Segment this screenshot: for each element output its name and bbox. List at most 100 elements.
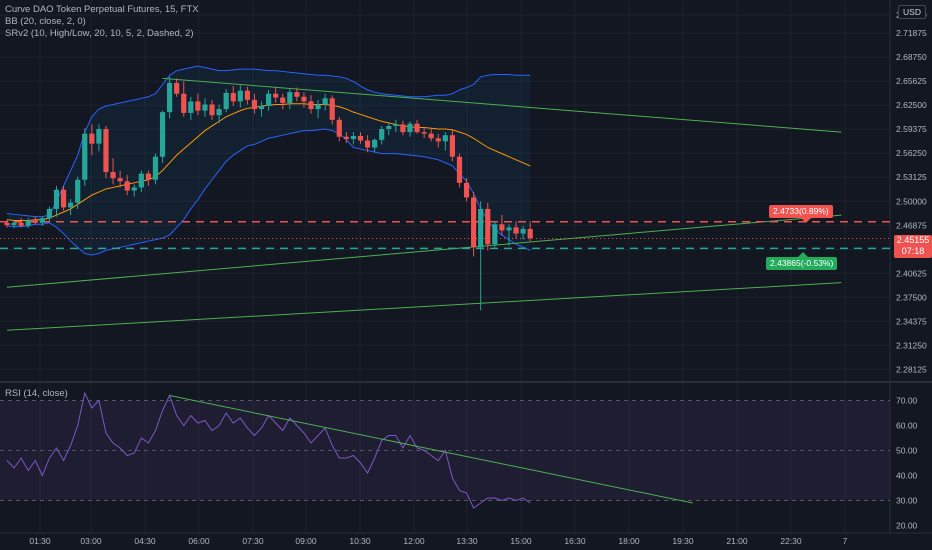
candle[interactable] <box>202 98 208 117</box>
candle[interactable] <box>428 129 434 142</box>
currency-button[interactable]: USD <box>898 5 926 19</box>
candle[interactable] <box>258 101 265 117</box>
candle[interactable] <box>322 93 328 111</box>
candle[interactable] <box>350 132 357 145</box>
candle[interactable] <box>195 93 201 116</box>
candle-body <box>265 93 272 107</box>
candle[interactable] <box>456 153 463 188</box>
candle[interactable] <box>89 124 95 156</box>
candle[interactable] <box>39 216 45 226</box>
trendline[interactable] <box>6 214 842 288</box>
candle[interactable] <box>152 153 159 185</box>
rsi-pane[interactable] <box>0 391 890 509</box>
candle[interactable] <box>336 116 342 142</box>
bb-indicator-label[interactable]: BB (20, close, 2, 0) <box>5 16 86 27</box>
candle[interactable] <box>400 120 406 136</box>
candle[interactable] <box>449 129 456 162</box>
candle[interactable] <box>244 86 250 105</box>
candle[interactable] <box>379 125 385 145</box>
candle[interactable] <box>273 87 279 103</box>
candle[interactable] <box>513 221 519 239</box>
candle[interactable] <box>167 76 173 119</box>
candle[interactable] <box>96 124 102 152</box>
candle[interactable] <box>110 158 116 185</box>
candle[interactable] <box>138 170 144 193</box>
candle[interactable] <box>294 87 300 102</box>
srv2-indicator-label[interactable]: SRv2 (10, High/Low, 20, 10, 5, 2, Dashed… <box>5 28 194 39</box>
candle[interactable] <box>18 218 24 228</box>
candle[interactable] <box>485 202 491 251</box>
candle[interactable] <box>103 125 109 179</box>
candle[interactable] <box>32 216 38 225</box>
candle-body <box>357 135 364 141</box>
candle[interactable] <box>372 138 378 153</box>
candle[interactable] <box>357 132 364 144</box>
candle[interactable] <box>471 192 477 257</box>
candle[interactable] <box>527 221 533 242</box>
candle-body <box>4 222 10 226</box>
candle[interactable] <box>4 219 10 228</box>
candle[interactable] <box>46 206 53 222</box>
candle[interactable] <box>393 119 399 133</box>
time-tick-label: 13:30 <box>456 536 478 546</box>
candle[interactable] <box>11 220 17 229</box>
trendline[interactable] <box>6 282 842 331</box>
candle[interactable] <box>421 127 427 139</box>
candle[interactable] <box>188 96 194 120</box>
candle[interactable] <box>209 99 215 120</box>
candle[interactable] <box>287 89 293 110</box>
candle[interactable] <box>435 133 441 148</box>
candle[interactable] <box>492 221 498 248</box>
price-tick-label: 2.53125 <box>896 172 927 182</box>
candle-body <box>308 101 314 110</box>
candle[interactable] <box>265 89 272 111</box>
candle[interactable] <box>308 95 314 114</box>
candle[interactable] <box>478 201 484 311</box>
candle[interactable] <box>343 132 349 143</box>
candle[interactable] <box>442 132 448 151</box>
candle-body <box>372 139 378 148</box>
candle[interactable] <box>159 110 166 163</box>
candle[interactable] <box>82 128 88 186</box>
candle[interactable] <box>364 135 371 153</box>
candle[interactable] <box>53 185 60 217</box>
trendlines[interactable] <box>6 77 842 331</box>
candle[interactable] <box>386 122 392 136</box>
candle[interactable] <box>329 95 335 125</box>
candle[interactable] <box>124 175 130 196</box>
candle[interactable] <box>25 218 31 229</box>
candle[interactable] <box>223 89 229 113</box>
candle[interactable] <box>75 176 81 209</box>
candle[interactable] <box>520 225 526 240</box>
candle[interactable] <box>414 119 420 134</box>
candle[interactable] <box>407 121 413 137</box>
trendline[interactable] <box>162 77 842 133</box>
candle[interactable] <box>237 85 243 108</box>
candle-body <box>322 98 328 105</box>
candle[interactable] <box>280 93 286 110</box>
candle[interactable] <box>315 99 321 119</box>
candle[interactable] <box>145 170 151 186</box>
candle[interactable] <box>117 170 123 188</box>
price-tick-label: 2.46875 <box>896 220 927 230</box>
candle[interactable] <box>174 78 180 97</box>
candle-body <box>315 104 321 110</box>
candle[interactable] <box>506 224 512 246</box>
candle[interactable] <box>68 198 74 216</box>
candle-body <box>492 224 498 245</box>
symbol-title[interactable]: Curve DAO Token Perpetual Futures, 15, F… <box>5 4 199 15</box>
candle[interactable] <box>230 86 236 107</box>
candles[interactable] <box>4 76 533 311</box>
candle[interactable] <box>251 93 258 114</box>
candle[interactable] <box>181 81 187 117</box>
candle-body <box>237 90 243 102</box>
rsi-trendline[interactable] <box>169 395 693 504</box>
candle[interactable] <box>499 215 505 236</box>
candle[interactable] <box>216 104 222 123</box>
candle[interactable] <box>463 178 470 202</box>
rsi-indicator-label[interactable]: RSI (14, close) <box>5 388 68 399</box>
candle[interactable] <box>131 184 137 197</box>
candle[interactable] <box>301 92 307 108</box>
candle[interactable] <box>60 185 67 211</box>
